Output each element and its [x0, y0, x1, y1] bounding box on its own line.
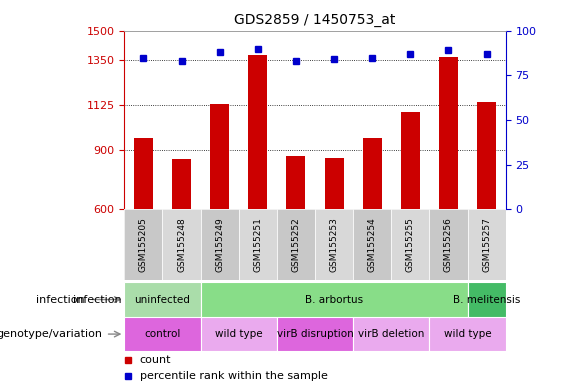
Text: virB deletion: virB deletion [358, 329, 424, 339]
Bar [124, 209, 163, 280]
Bar [363, 138, 382, 209]
Bar [124, 317, 201, 351]
Bar [324, 158, 344, 209]
Text: GSM155257: GSM155257 [482, 217, 491, 272]
Bar [201, 317, 277, 351]
Text: control: control [144, 329, 181, 339]
Bar [277, 317, 353, 351]
Bar [286, 156, 306, 209]
Title: GDS2859 / 1450753_at: GDS2859 / 1450753_at [234, 13, 396, 27]
Text: virB disruption: virB disruption [277, 329, 353, 339]
Text: uninfected: uninfected [134, 295, 190, 305]
Text: B. arbortus: B. arbortus [305, 295, 363, 305]
Bar [477, 102, 496, 209]
Bar [277, 209, 315, 280]
Text: infection: infection [36, 295, 85, 305]
Text: B. melitensis: B. melitensis [453, 295, 520, 305]
Bar [134, 138, 153, 209]
Bar [429, 317, 506, 351]
Bar [439, 56, 458, 209]
Text: GSM155253: GSM155253 [329, 217, 338, 272]
Bar [238, 209, 277, 280]
Text: count: count [140, 354, 171, 364]
Bar [392, 209, 429, 280]
Text: percentile rank within the sample: percentile rank within the sample [140, 371, 328, 381]
Text: GSM155256: GSM155256 [444, 217, 453, 272]
Bar [315, 209, 353, 280]
Bar [201, 282, 468, 317]
Text: GSM155249: GSM155249 [215, 217, 224, 272]
Bar [401, 112, 420, 209]
Bar [210, 104, 229, 209]
Bar [429, 209, 467, 280]
Text: GSM155255: GSM155255 [406, 217, 415, 272]
Text: GSM155251: GSM155251 [253, 217, 262, 272]
Bar [468, 209, 506, 280]
Text: GSM155248: GSM155248 [177, 217, 186, 272]
Text: GSM155254: GSM155254 [368, 217, 377, 272]
Bar [172, 159, 191, 209]
Text: infection: infection [73, 295, 121, 305]
Bar [353, 209, 391, 280]
Bar [163, 209, 201, 280]
Text: wild type: wild type [444, 329, 492, 339]
Text: wild type: wild type [215, 329, 263, 339]
Bar [201, 209, 239, 280]
Text: GSM155205: GSM155205 [139, 217, 148, 272]
Bar [353, 317, 429, 351]
Bar [468, 282, 506, 317]
Bar [124, 282, 201, 317]
Bar [248, 55, 267, 209]
Text: GSM155252: GSM155252 [292, 217, 301, 272]
Text: genotype/variation: genotype/variation [0, 329, 102, 339]
